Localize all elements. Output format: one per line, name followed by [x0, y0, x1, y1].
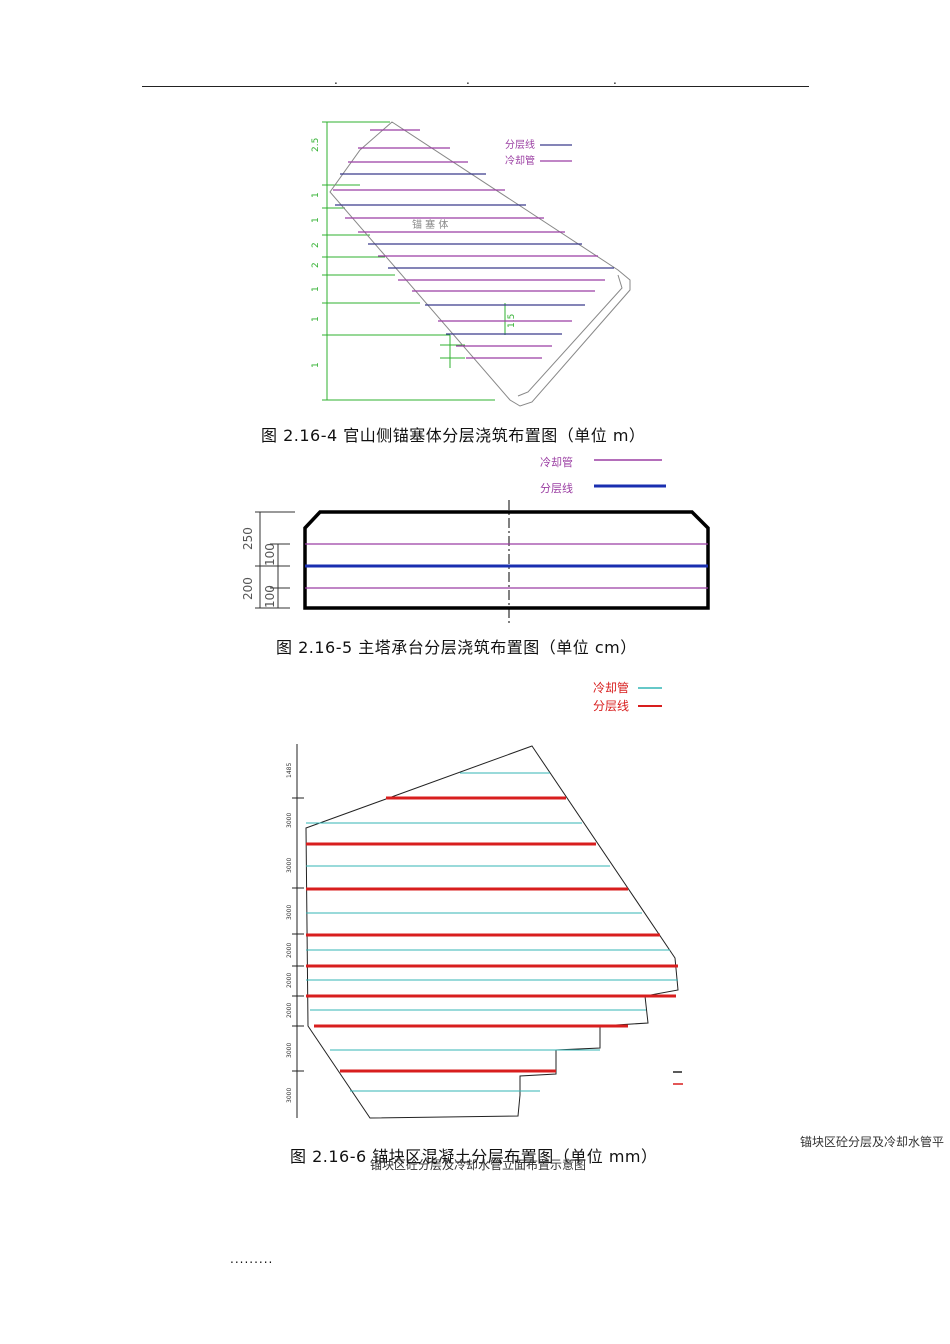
dim-label: 250 [241, 527, 255, 550]
legend-label: 分层线 [540, 481, 573, 495]
anchor-block-layer-figure: 2.5 1 1 2 2 1 1 1 1.5 锚 塞 体 分层线 冷却管 [311, 121, 631, 407]
figure1-legend: 分层线 冷却管 [505, 138, 572, 167]
dim-label: 200 [241, 577, 255, 600]
anchor-chamber-outline [517, 274, 623, 397]
anchorage-outline [305, 745, 679, 1119]
header-dot: . [613, 73, 617, 87]
overlay-note-left: 锚块区砼分层及冷却水管立面布置示意图 [370, 1158, 587, 1172]
dimension-lines [255, 511, 295, 609]
dim-label: 2 [311, 262, 321, 268]
dim-label: 3000 [286, 813, 293, 828]
dim-label: 2000 [286, 1003, 293, 1018]
dimension-lines [292, 744, 304, 1118]
dimension-labels: 1485 3000 3000 3000 2000 2000 2000 3000 … [286, 763, 293, 1103]
dim-label: 2000 [286, 973, 293, 988]
legend-label: 分层线 [593, 699, 629, 713]
anchor-body-outline [329, 121, 631, 407]
dim-label: 2 [311, 242, 321, 248]
dim-label: 2000 [286, 943, 293, 958]
dim-label: 2.5 [311, 138, 321, 152]
header-rule [142, 86, 809, 87]
dimension-labels: 250 200 100 100 [241, 527, 277, 608]
header-dot: . [466, 73, 470, 87]
figure2-caption: 图 2.16-5 主塔承台分层浇筑布置图（单位 cm） [276, 638, 637, 657]
header-dot: . [334, 73, 338, 87]
dimension-lines [322, 121, 506, 401]
legend-label: 冷却管 [540, 455, 573, 469]
dim-label: 3000 [286, 1088, 293, 1103]
anchor-body-label: 锚 塞 体 [412, 218, 448, 231]
figure2-legend: 冷却管 分层线 [540, 455, 666, 495]
dim-label: 100 [263, 585, 277, 608]
dim-label: 1 [311, 192, 321, 198]
footer-dots: ......... [230, 1252, 274, 1266]
dim-label: 1 [311, 316, 321, 322]
dim-label: 100 [263, 543, 277, 566]
dim-label: 1 [311, 217, 321, 223]
dim-label: 1 [311, 286, 321, 292]
dim-label: 1485 [286, 763, 293, 778]
anchorage-concrete-layer-figure: 冷却管 分层线 1485 3000 3000 3000 2000 2000 20… [286, 680, 683, 1119]
dim-label: 1 [311, 362, 321, 368]
figure3-caption: 图 2.16-6 锚块区混凝土分层布置图（单位 mm） [290, 1147, 658, 1166]
legend-label: 冷却管 [505, 154, 535, 167]
legend-label: 分层线 [505, 138, 535, 151]
dim-label: 3000 [286, 858, 293, 873]
layer-lines [333, 129, 614, 359]
tower-cap-outline [303, 510, 710, 610]
figure3-legend: 冷却管 分层线 [593, 680, 662, 713]
tower-cap-layer-figure: 冷却管 分层线 250 200 100 100 [241, 455, 710, 624]
legend-label: 冷却管 [593, 680, 629, 695]
dim-label: 3000 [286, 1043, 293, 1058]
cooling-pipes [306, 772, 678, 1092]
figure1-caption: 图 2.16-4 官山侧锚塞体分层浇筑布置图（单位 m） [261, 426, 646, 445]
dim-label: 3000 [286, 905, 293, 920]
overlay-note-right: 锚块区砼分层及冷却水管平 [800, 1135, 945, 1149]
layer-lines [306, 796, 678, 1073]
